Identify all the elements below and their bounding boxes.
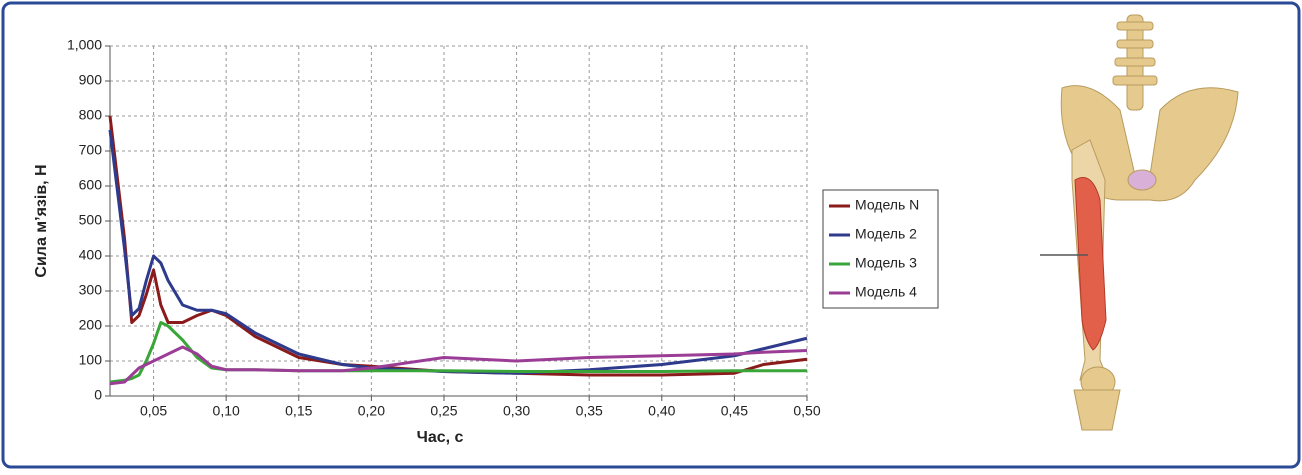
- y-tick-label: 800: [79, 107, 103, 123]
- x-axis-label: Час, с: [417, 429, 464, 446]
- y-tick-label: 0: [94, 387, 102, 403]
- series-line: [109, 345, 808, 386]
- x-tick-label: 0,20: [358, 403, 385, 419]
- x-tick-label: 0,45: [721, 403, 748, 419]
- legend-box: [822, 189, 939, 309]
- legend-label: Модель 4: [855, 284, 917, 300]
- x-tick-label: 0,10: [213, 403, 240, 419]
- x-tick-label: 0,05: [140, 403, 167, 419]
- x-tick-label: 0,35: [576, 403, 603, 419]
- y-tick-label: 200: [79, 317, 103, 333]
- legend-label: Модель 3: [855, 255, 917, 271]
- y-tick-label: 500: [79, 212, 103, 228]
- y-axis-label: Сила м’язів, Н: [33, 164, 50, 277]
- y-tick-label: 400: [79, 247, 103, 263]
- y-tick-label: 1,000: [67, 37, 102, 53]
- x-tick-label: 0,40: [648, 403, 675, 419]
- y-tick-label: 600: [79, 177, 103, 193]
- x-tick-label: 0,15: [285, 403, 312, 419]
- y-tick-label: 700: [79, 142, 103, 158]
- series-line: [108, 129, 808, 375]
- x-tick-label: 0,50: [793, 403, 820, 419]
- x-tick-label: 0,25: [430, 403, 457, 419]
- legend-label: Модель 2: [855, 226, 917, 242]
- anatomy-illustration: [1040, 14, 1239, 431]
- y-tick-label: 900: [79, 72, 103, 88]
- y-tick-label: 100: [79, 352, 103, 368]
- x-tick-label: 0,30: [503, 403, 530, 419]
- legend-label: Модель N: [855, 197, 919, 213]
- y-tick-label: 300: [79, 282, 103, 298]
